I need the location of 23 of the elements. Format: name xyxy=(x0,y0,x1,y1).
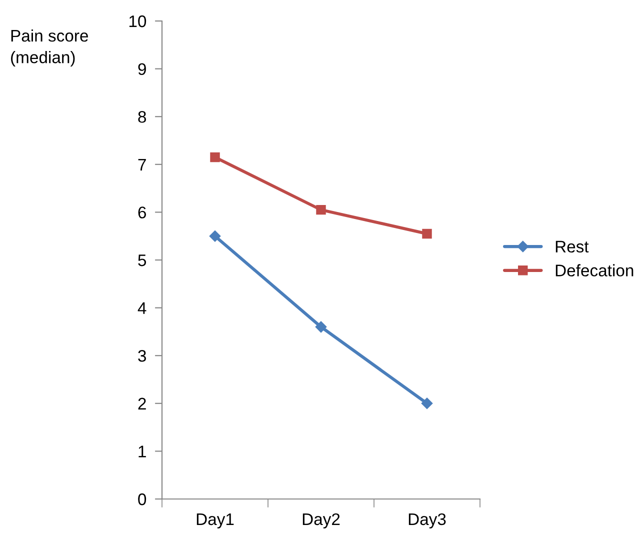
point xyxy=(209,230,221,242)
point xyxy=(421,398,433,410)
y-tick-label: 10 xyxy=(129,15,146,28)
point xyxy=(315,321,327,333)
y-tick-label: 7 xyxy=(138,158,146,170)
x-tick-label: Day3 xyxy=(408,513,446,528)
y-tick-label: 5 xyxy=(138,254,146,266)
y-tick-label: 8 xyxy=(138,111,146,123)
y-tick-label: 2 xyxy=(138,398,146,410)
point xyxy=(316,204,326,215)
point xyxy=(210,152,220,162)
y-tick-label: 6 xyxy=(138,206,146,218)
y-tick-label: 0 xyxy=(138,493,146,506)
x-tick-label: Day2 xyxy=(302,513,340,528)
y-tick-label: 4 xyxy=(138,302,146,314)
x-tick-label: Day1 xyxy=(196,514,234,528)
y-tick-label: 3 xyxy=(138,350,146,362)
y-tick-label: 9 xyxy=(138,63,146,76)
legend-label: Rest xyxy=(556,240,589,253)
point xyxy=(422,228,432,239)
y-axis-title: Pain score (median) xyxy=(11,29,88,67)
y-tick-label: 1 xyxy=(138,446,146,458)
legend-label: Defecation xyxy=(556,264,634,276)
